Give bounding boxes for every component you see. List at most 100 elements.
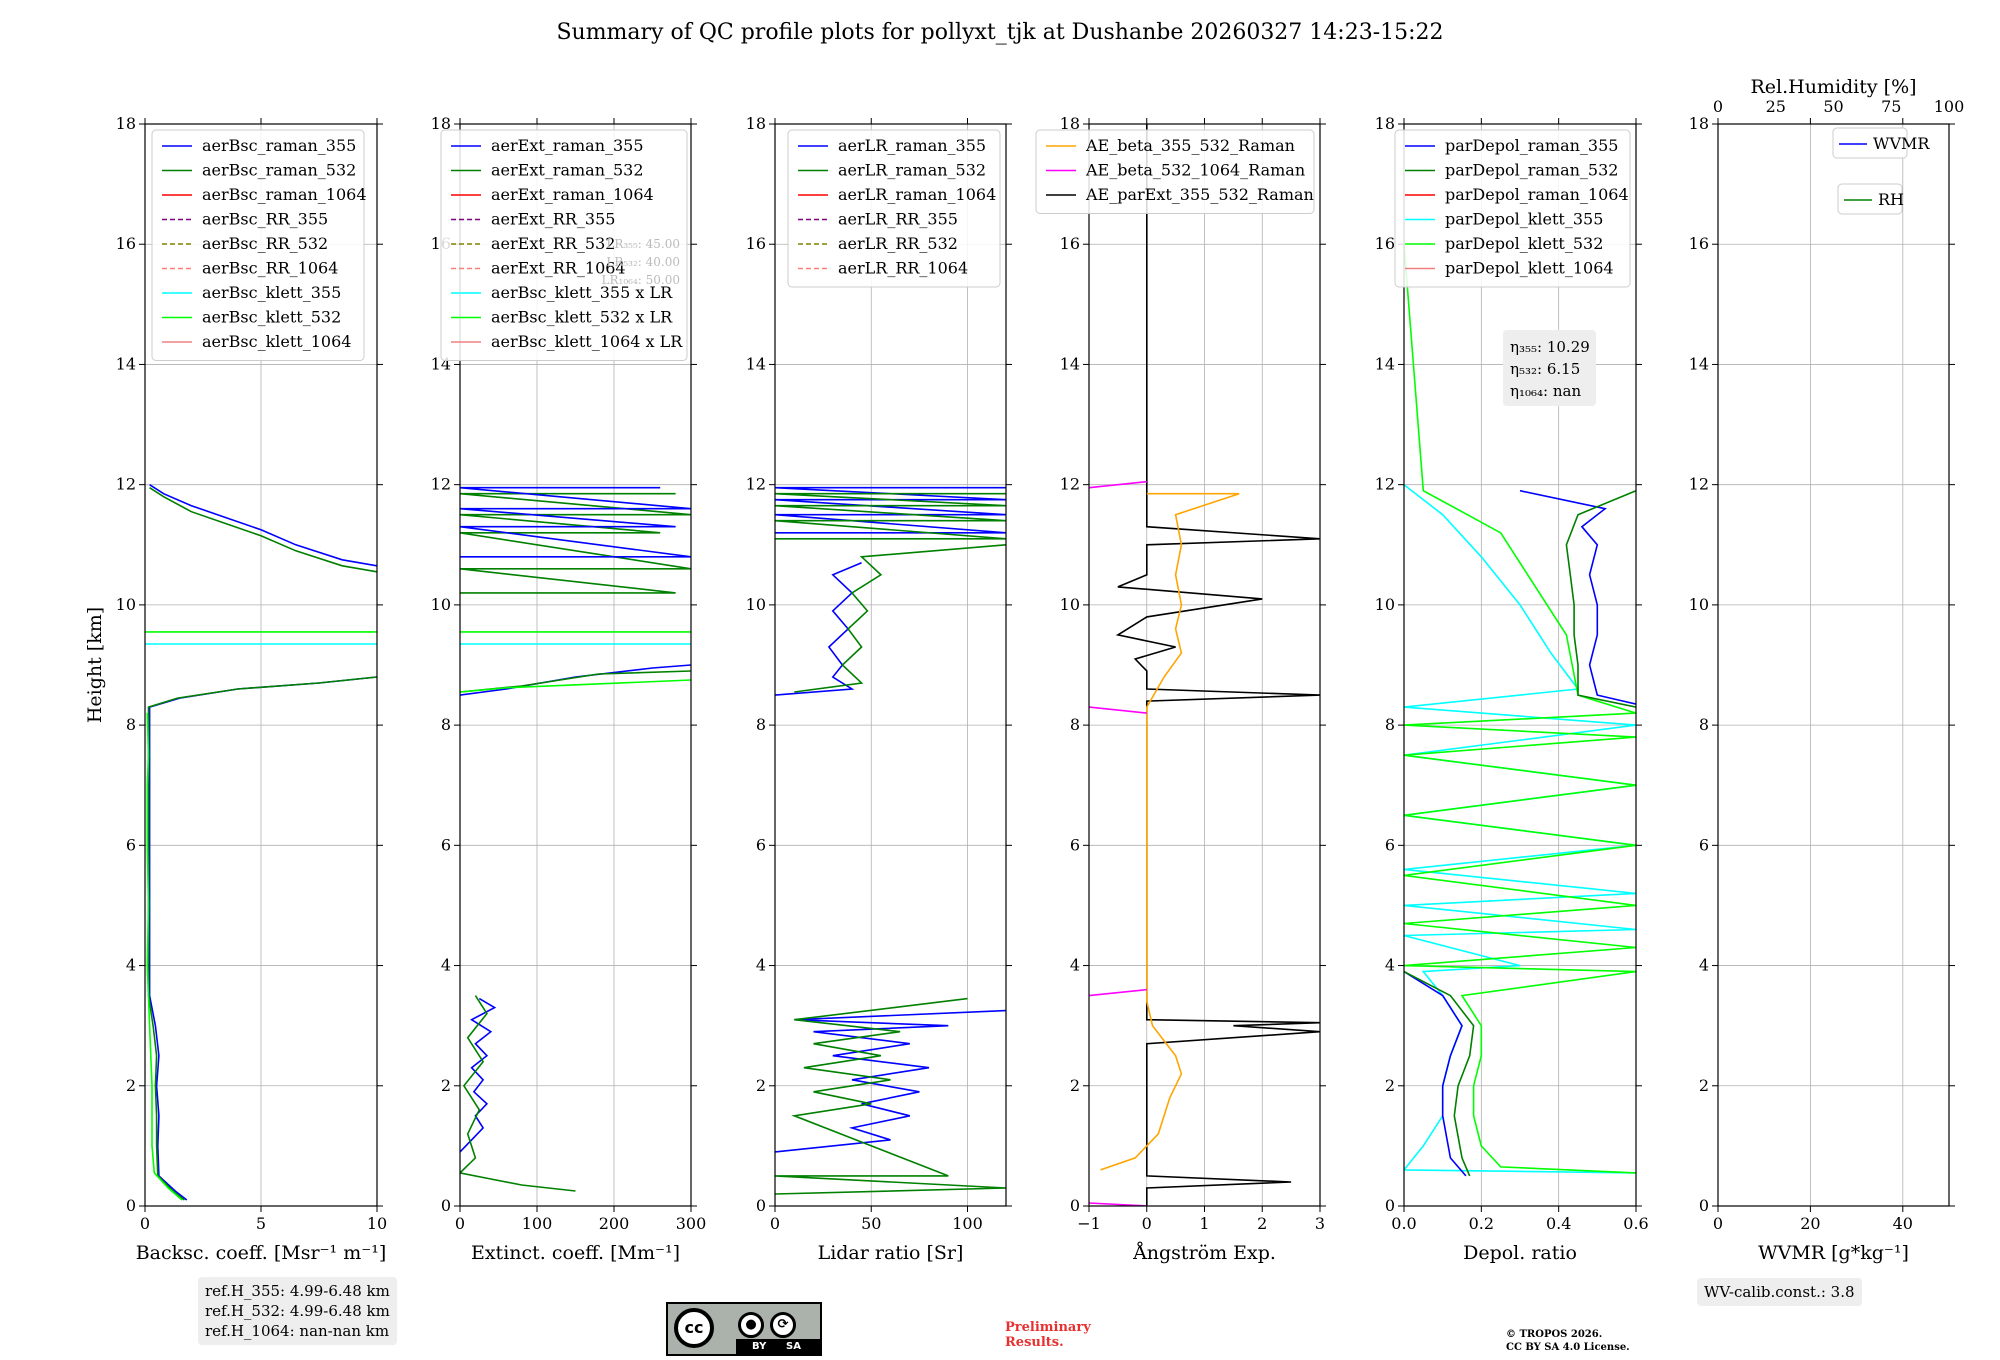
- xtick-label-2: 0.4: [1546, 1214, 1571, 1233]
- xtick-label-3: 0.6: [1623, 1214, 1648, 1233]
- xtick-label-0: 0.0: [1391, 1214, 1416, 1233]
- top-xtick-label-4: 100: [1934, 97, 1965, 116]
- cc-by-label: BY: [752, 1341, 767, 1352]
- legend-label: aerBsc_raman_532: [202, 161, 356, 180]
- cc-logo-text: cc: [684, 1318, 704, 1337]
- eta-box: η₃₅₅: 10.29 η₅₃₂: 6.15 η₁₀₆₄: nan: [1503, 330, 1596, 406]
- xlabel: Ångström Exp.: [1132, 1242, 1276, 1264]
- legend-label: RH: [1878, 190, 1904, 209]
- ytick-label-0: 0: [756, 1196, 766, 1215]
- top-xtick-label-1: 25: [1766, 97, 1786, 116]
- ytick-label-16: 16: [1060, 234, 1080, 253]
- ytick-label-12: 12: [431, 475, 451, 494]
- ytick-label-6: 6: [1699, 835, 1709, 854]
- legend: parDepol_raman_355 parDepol_raman_532 parD…: [1394, 129, 1631, 288]
- xtick-label-2: 100: [952, 1214, 983, 1233]
- xlabel: Lidar ratio [Sr]: [818, 1242, 964, 1264]
- ytick-label-16: 16: [1689, 234, 1709, 253]
- legend-label: aerLR_raman_1064: [838, 185, 996, 204]
- series-group: [775, 486, 1006, 1195]
- series-aerBsc_raman_355_top: [149, 484, 377, 567]
- ytick-label-12: 12: [1689, 475, 1709, 494]
- legend-label: parDepol_raman_1064: [1445, 185, 1629, 204]
- series-aerExt_raman_355_mid: [460, 664, 691, 696]
- legend-label: AE_beta_355_532_Raman: [1085, 136, 1295, 155]
- xtick-label-0: 0: [1713, 1214, 1723, 1233]
- legend-label: parDepol_klett_1064: [1445, 259, 1614, 278]
- ytick-label-14: 14: [1060, 354, 1080, 373]
- legend-box: [1394, 129, 1631, 288]
- legend-label: WVMR: [1873, 134, 1930, 153]
- ytick-label-16: 16: [1375, 234, 1395, 253]
- ytick-label-0: 0: [126, 1196, 136, 1215]
- legend-label: aerExt_raman_355: [491, 136, 644, 155]
- series-group: [145, 484, 377, 1201]
- ytick-label-4: 4: [1699, 956, 1709, 975]
- series-aerExt_klett_532_low: [460, 679, 691, 693]
- eta-label-1: η₅₃₂: 6.15: [1510, 360, 1580, 378]
- ylabel: Height [km]: [84, 607, 106, 723]
- legend-box: [787, 129, 1001, 288]
- xtick-label-3: 2: [1257, 1214, 1267, 1233]
- series-aerLR_raman_top: [775, 486, 1006, 534]
- xtick-label-2: 1: [1199, 1214, 1209, 1233]
- ref-height-532: ref.H_532: 4.99-6.48 km: [205, 1302, 390, 1320]
- series-parDepol_raman_532: [1404, 970, 1475, 1177]
- series-aerExt_raman_355_top: [460, 486, 691, 558]
- legend-label: aerBsc_klett_355 x LR: [491, 283, 673, 302]
- top-xtick-label-2: 50: [1823, 97, 1843, 116]
- axes-frame: [459, 123, 692, 1207]
- legend-label: aerBsc_klett_1064: [202, 332, 351, 351]
- preliminary-note: Preliminary Results.: [1005, 1320, 1091, 1350]
- legend-label: aerBsc_klett_532: [202, 308, 341, 327]
- series-aerBsc_raman_355: [148, 676, 377, 1201]
- xlabel: Extinct. coeff. [Mm⁻¹]: [471, 1242, 680, 1264]
- legend-label: aerBsc_klett_532 x LR: [491, 308, 673, 327]
- series-AE_beta_532_1064_Raman_c: [1089, 480, 1147, 489]
- xtick-label-0: 0: [455, 1214, 465, 1233]
- series-aerExt_raman_532: [460, 995, 576, 1192]
- legend-label: aerLR_RR_1064: [838, 259, 968, 278]
- ytick-label-6: 6: [441, 835, 451, 854]
- ytick-label-14: 14: [116, 354, 136, 373]
- series-AE_beta_532_1064_Raman_b: [1089, 706, 1147, 714]
- series-aerLR_raman_532_mid: [794, 544, 1006, 693]
- legend-label: parDepol_klett_532: [1445, 234, 1603, 253]
- legend: aerLR_raman_355 aerLR_raman_532 aerLR_rama…: [787, 129, 1001, 288]
- xtick-label-1: 5: [256, 1214, 266, 1233]
- legend-label: aerBsc_RR_532: [202, 234, 328, 253]
- panel-depol: 0 2 4 6 8 10 12 14 16 18 0.0 0.2 0.4 0.6 Depol. ratio p…: [1375, 114, 1649, 1264]
- preliminary-line-2: Results.: [1005, 1335, 1064, 1350]
- eta-label-0: η₃₅₅: 10.29: [1510, 338, 1590, 356]
- legend-label: aerLR_raman_355: [838, 136, 986, 155]
- xtick-label-1: 50: [861, 1214, 881, 1233]
- top-xlabel: Rel.Humidity [%]: [1750, 76, 1916, 98]
- xtick-label-1: 0: [1142, 1214, 1152, 1233]
- legend-box: [1837, 183, 1903, 215]
- ytick-label-12: 12: [746, 475, 766, 494]
- cc-logo-icon: cc: [674, 1308, 714, 1348]
- wv-calib-box: WV-calib.const.: 3.8: [1697, 1278, 1862, 1306]
- legend-label: aerExt_raman_532: [491, 161, 644, 180]
- ytick-label-6: 6: [126, 835, 136, 854]
- legend-label: aerBsc_raman_355: [202, 136, 356, 155]
- copyright-line-1: © TROPOS 2026.: [1506, 1329, 1603, 1340]
- lr-label-1: LR₅₃₂: 40.00: [606, 255, 680, 269]
- ytick-label-18: 18: [1060, 114, 1080, 133]
- cc-license-badge: cc ● ⟳ BY SA: [666, 1302, 822, 1356]
- ytick-label-8: 8: [1699, 715, 1709, 734]
- ytick-label-12: 12: [116, 475, 136, 494]
- series-group: [460, 486, 691, 1192]
- legend-label: parDepol_klett_355: [1445, 210, 1603, 229]
- legend-label: AE_parExt_355_532_Raman: [1085, 185, 1314, 204]
- series-aerBsc_raman_532: [147, 676, 377, 1201]
- ytick-label-4: 4: [441, 956, 451, 975]
- eta-box-bg: [1503, 330, 1596, 406]
- ytick-label-10: 10: [431, 595, 451, 614]
- series-aerBsc_klett_532_low: [146, 713, 183, 1201]
- legend: aerBsc_raman_355 aerBsc_raman_532 aerBsc_r…: [151, 129, 367, 361]
- xlabel: Backsc. coeff. [Msr⁻¹ m⁻¹]: [136, 1242, 387, 1264]
- preliminary-line-1: Preliminary: [1005, 1320, 1091, 1335]
